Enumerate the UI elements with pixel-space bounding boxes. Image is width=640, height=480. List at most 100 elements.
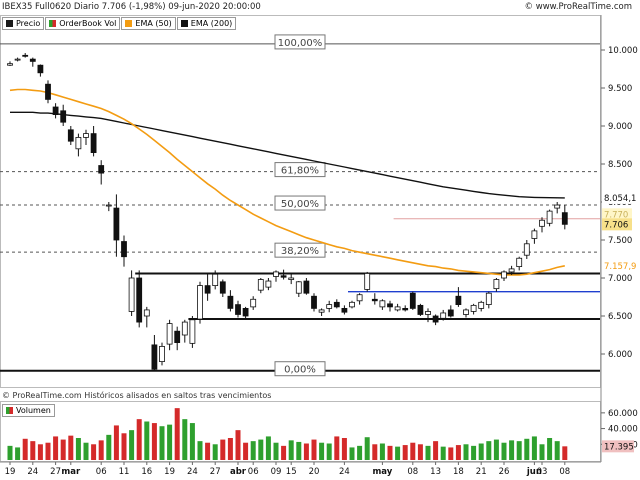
volume-bar: [136, 419, 142, 460]
volume-bar: [212, 444, 218, 460]
volume-bar: [15, 447, 21, 460]
candle-body: [52, 106, 59, 115]
candle-body: [242, 307, 249, 317]
candle-body: [105, 204, 112, 207]
x-tick-label: 24: [27, 467, 38, 477]
candle-body: [501, 271, 507, 279]
volume-bar: [189, 423, 195, 460]
fib-label-box: [274, 34, 326, 50]
volume-bar: [471, 445, 477, 460]
candle-body: [235, 304, 241, 315]
x-tick-label: 19: [164, 467, 175, 477]
legend-label: OrderBook Vol: [59, 19, 117, 28]
fib-label-box: [274, 361, 326, 377]
last-price-label-bg: [602, 218, 632, 231]
candle-body: [60, 110, 67, 123]
x-tick-label: 19: [5, 467, 16, 477]
volume-bar: [440, 446, 446, 460]
candle-body: [409, 292, 416, 309]
x-tick-label: mar: [61, 467, 81, 477]
volume-bar: [53, 436, 59, 460]
volume-bar: [113, 425, 119, 460]
vol-last-label: 17.395: [604, 442, 634, 452]
candle-body: [561, 212, 568, 225]
fib-label-box: [274, 242, 326, 258]
legend-item-ema200[interactable]: EMA (200): [176, 17, 237, 30]
volume-bar: [205, 442, 211, 460]
candle-body: [219, 281, 226, 294]
candle-body: [546, 210, 553, 224]
volume-bar: [547, 438, 553, 460]
candle-body: [189, 319, 196, 344]
volume-bar: [493, 439, 499, 460]
candle-body: [303, 280, 310, 294]
candle-body: [113, 207, 120, 241]
footer-note: © ProRealTime.com Históricos alisados en…: [2, 391, 272, 400]
y-tick-label: 7.500: [608, 236, 632, 246]
candle-body: [295, 281, 302, 294]
x-tick-label: 13: [430, 467, 441, 477]
x-tick-label: 18: [453, 467, 464, 477]
ema50-value-label-bg: [602, 259, 632, 272]
x-tick-label: 11: [119, 467, 130, 477]
x-tick-label: abr: [230, 467, 247, 477]
y-tick-label: 6.500: [608, 312, 632, 322]
volume-bar: [410, 442, 416, 460]
y-tick-label: 9.500: [608, 84, 632, 94]
candle-body: [121, 241, 127, 258]
x-tick-label: jun: [526, 467, 542, 477]
candle-body: [432, 315, 439, 323]
candle-body: [280, 275, 287, 278]
volume-bar: [197, 441, 203, 460]
dashed-value-label: 7.770: [604, 210, 628, 220]
volume-bar: [144, 421, 150, 460]
ema50-value-label: 7.157,9: [604, 262, 636, 272]
fib-label: 100,00%: [278, 38, 323, 49]
candle-body: [136, 277, 143, 323]
ema50-line: [9, 88, 565, 276]
candle-body: [447, 309, 454, 317]
volume-bar: [379, 443, 385, 460]
volume-bar: [129, 430, 135, 460]
fib-label-box: [274, 162, 326, 178]
volume-bar: [372, 444, 378, 460]
candle-body: [478, 301, 485, 309]
legend-label: EMA (50): [135, 19, 172, 28]
legend-item-ema50[interactable]: EMA (50): [121, 17, 176, 30]
volume-bar: [220, 439, 226, 460]
candle-body: [364, 273, 371, 290]
x-tick-label: 27: [210, 467, 221, 477]
volume-label: Volumen: [16, 406, 51, 415]
volume-legend[interactable]: Volumen: [2, 404, 55, 417]
fib-label: 0,00%: [284, 365, 316, 376]
x-tick-label: 26: [499, 467, 510, 477]
volume-bar: [554, 441, 560, 460]
candle-body: [197, 285, 203, 320]
volume-bar: [7, 445, 13, 460]
x-tick-label: 06: [96, 467, 107, 477]
volume-bar: [455, 445, 461, 460]
ema200-line: [10, 111, 565, 199]
candle-body: [539, 219, 545, 227]
volume-bar: [91, 444, 97, 460]
legend-swatch-orderbook: [49, 20, 57, 27]
volume-bar: [349, 447, 355, 460]
candle-body: [250, 298, 257, 308]
legend-item-price[interactable]: Precio: [2, 17, 45, 30]
volume-bar: [364, 437, 370, 460]
vol-tick-label: 60.000: [608, 409, 638, 419]
x-tick-label: 15: [286, 467, 297, 477]
candle-body: [493, 279, 500, 290]
candle-body: [174, 330, 181, 344]
volume-bar: [258, 439, 264, 460]
candle-body: [485, 292, 492, 306]
candle-body: [22, 54, 29, 57]
volume-bar: [311, 439, 317, 460]
candle-body: [7, 63, 13, 66]
volume-bar: [433, 441, 439, 460]
volume-bar: [516, 441, 522, 460]
y-tick-label: 6.000: [608, 350, 632, 360]
x-tick-label: 09: [271, 467, 282, 477]
candle-body: [98, 165, 105, 174]
legend-item-orderbook[interactable]: OrderBook Vol: [45, 17, 121, 30]
